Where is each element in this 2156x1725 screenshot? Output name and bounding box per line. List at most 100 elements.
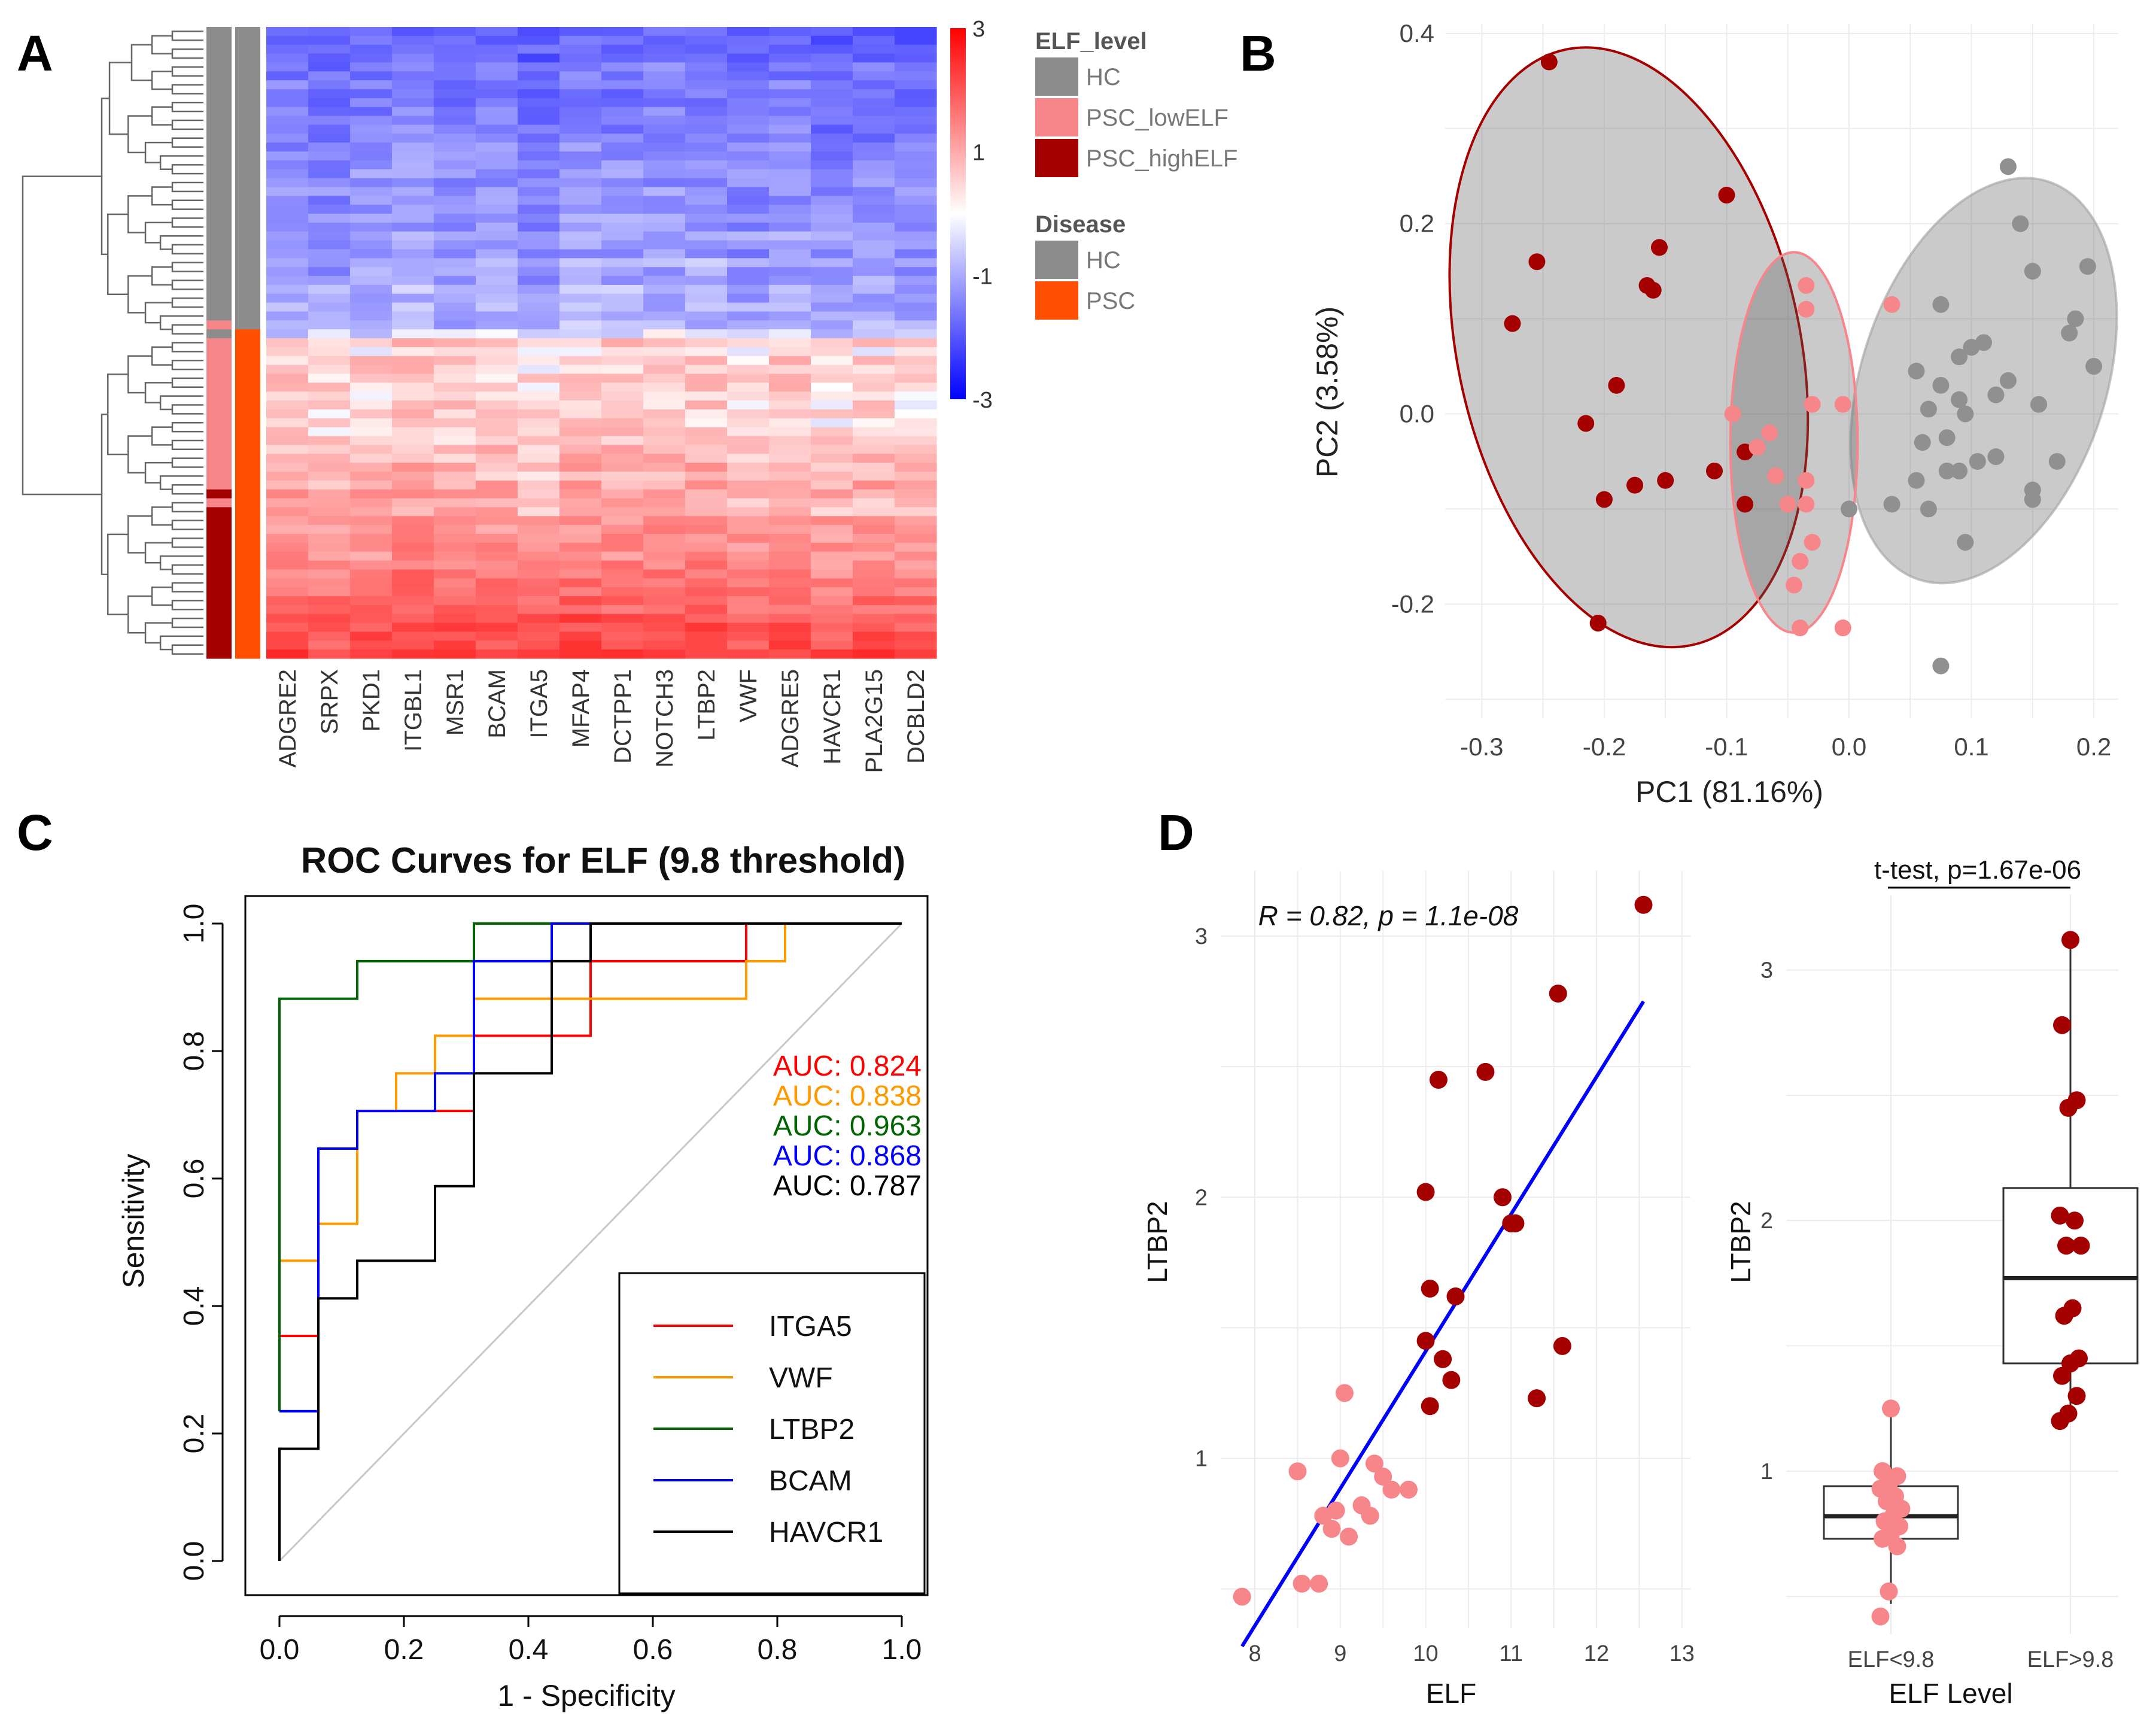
- disease-annotation-cell: [235, 542, 260, 552]
- disease-annotation-cell: [235, 89, 260, 99]
- heatmap-cell: [308, 53, 351, 63]
- heatmap-cell: [476, 133, 518, 143]
- heatmap-cell: [685, 116, 728, 126]
- heatmap-cell: [308, 569, 351, 579]
- heatmap-cell: [811, 498, 853, 508]
- heatmap-cell: [895, 231, 937, 241]
- heatmap-cell: [895, 98, 937, 108]
- heatmap-cell: [601, 542, 644, 552]
- heatmap-cell: [853, 631, 895, 641]
- heatmap-cell: [853, 293, 895, 303]
- correlation-point: [1434, 1350, 1452, 1368]
- heatmap-cell: [518, 205, 560, 214]
- roc-axes: 0.0 0.2 0.4 0.6 0.8 1.00.00.20.40.60.81.0: [178, 904, 922, 1666]
- dendrogram-branch: [171, 181, 203, 193]
- heatmap-cell: [643, 516, 686, 526]
- heatmap-cell: [518, 329, 560, 339]
- heatmap-cell: [811, 622, 853, 633]
- heatmap-cell: [895, 525, 937, 534]
- heatmap-cell: [811, 249, 853, 259]
- elf-level-annotation-cell: [206, 320, 232, 330]
- heatmap-cell: [392, 124, 434, 134]
- heatmap-cell: [350, 284, 393, 294]
- elf-level-annotation-cell: [206, 222, 232, 232]
- heatmap-cell: [811, 44, 853, 54]
- heatmap-cell: [476, 489, 518, 499]
- heatmap-cell: [727, 151, 770, 161]
- heatmap-cell: [811, 365, 853, 375]
- heatmap-cell: [308, 400, 351, 410]
- heatmap-column-label: PLA2G15: [861, 669, 887, 773]
- heatmap-cell: [643, 160, 686, 170]
- heatmap-cell: [350, 338, 393, 348]
- heatmap-cell: [727, 124, 770, 134]
- heatmap-cell: [434, 133, 476, 143]
- heatmap-cell: [601, 276, 644, 286]
- pca-x-tick: 0.2: [2076, 733, 2111, 761]
- heatmap-cell: [811, 418, 853, 428]
- heatmap-cell: [811, 160, 853, 170]
- heatmap-cell: [769, 187, 811, 196]
- heatmap-cell: [392, 596, 434, 606]
- roc-y-tick: 0.6: [178, 1159, 210, 1199]
- dendrogram-branch: [127, 115, 152, 154]
- heatmap-cell: [392, 214, 434, 223]
- heatmap-column-label: SRPX: [317, 669, 343, 734]
- heatmap-cell: [727, 53, 770, 63]
- pca-point-psc-lowelf: [1785, 576, 1802, 594]
- heatmap-cell: [266, 569, 309, 579]
- heatmap-cell: [559, 258, 602, 268]
- heatmap-cell: [476, 382, 518, 392]
- elf-level-annotation-cell: [206, 382, 232, 392]
- heatmap-cell: [559, 214, 602, 223]
- heatmap-cell: [853, 276, 895, 286]
- heatmap-cell: [518, 231, 560, 241]
- dendrogram-branch: [171, 404, 203, 415]
- heatmap-cell: [266, 222, 309, 232]
- heatmap-cell: [685, 276, 728, 286]
- pca-point-hc: [1841, 500, 1857, 518]
- heatmap-cell: [559, 418, 602, 428]
- heatmap-cell: [895, 391, 937, 401]
- heatmap-cell: [895, 27, 937, 37]
- heatmap-cell: [266, 436, 309, 445]
- heatmap-cell: [727, 222, 770, 232]
- heatmap-cell: [643, 98, 686, 108]
- heatmap-cell: [685, 596, 728, 606]
- color-scale-tick: 1: [972, 141, 985, 166]
- heatmap-cell: [350, 640, 393, 650]
- heatmap-cell: [476, 98, 518, 108]
- elf-level-annotation-cell: [206, 596, 232, 606]
- heatmap-cell: [308, 542, 351, 552]
- heatmap-cell: [434, 507, 476, 517]
- pca-point-hc: [2048, 452, 2066, 470]
- correlation-point: [1233, 1587, 1251, 1606]
- heatmap-cell: [559, 489, 602, 499]
- row-dendrogram: [22, 31, 203, 655]
- heatmap-cell: [266, 454, 309, 463]
- heatmap-cell: [434, 160, 476, 170]
- elf-level-annotation-cell: [206, 578, 232, 588]
- heatmap-cell: [559, 80, 602, 90]
- elf-level-annotation-cell: [206, 373, 232, 383]
- heatmap-cell: [266, 356, 309, 366]
- pca-point-hc: [1932, 657, 1950, 675]
- boxplot-point: [2067, 1091, 2086, 1110]
- heatmap-cell: [685, 391, 728, 401]
- dendrogram-branch: [107, 213, 129, 295]
- heatmap-cell: [811, 53, 853, 63]
- heatmap-cell: [476, 62, 518, 72]
- disease-annotation-cell: [235, 249, 260, 259]
- heatmap-cell: [266, 27, 309, 37]
- heatmap-cell: [769, 551, 811, 561]
- roc-curve-havcr1: [278, 922, 902, 1561]
- heatmap-cell: [476, 391, 518, 401]
- disease-annotation-cell: [235, 142, 260, 152]
- heatmap-cell: [434, 418, 476, 428]
- heatmap-cell: [853, 471, 895, 481]
- disease-annotation-cell: [235, 347, 260, 357]
- heatmap-cell: [601, 35, 644, 45]
- heatmap-cell: [559, 302, 602, 312]
- heatmap-cell: [643, 436, 686, 445]
- heatmap-cell: [727, 445, 770, 454]
